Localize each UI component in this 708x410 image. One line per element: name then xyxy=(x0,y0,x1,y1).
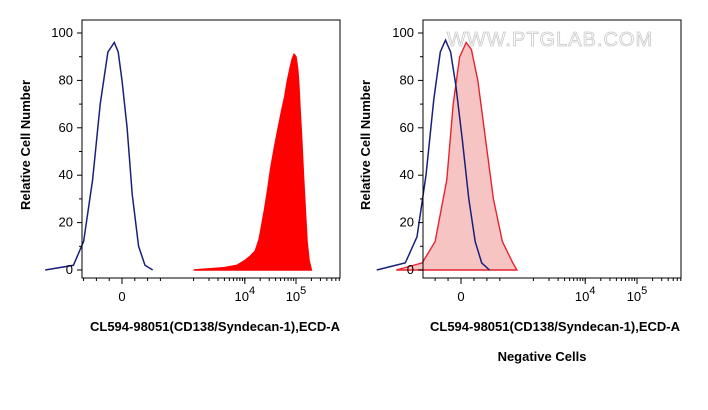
y-tick-label: 60 xyxy=(59,120,73,135)
histogram-series-0 xyxy=(45,40,154,271)
histogram-series-0 xyxy=(396,41,519,271)
watermark: WWW.PTGLAB.COM xyxy=(447,29,653,51)
plot-frame xyxy=(81,19,341,279)
y-tick-label: 80 xyxy=(400,72,414,87)
x-tick-label: 104 xyxy=(234,285,255,304)
chart-title: Negative Cells xyxy=(498,349,587,364)
y-axis-label: Relative Cell Number xyxy=(18,80,33,210)
y-tick-label: 100 xyxy=(392,25,414,40)
chart-panel-negative: 0 20 40 60 80 100 0 104 105 WWW.PTGLAB.COM Relativ… xyxy=(358,19,682,364)
histogram-series-1 xyxy=(193,52,313,271)
y-tick-label: 20 xyxy=(400,215,414,230)
y-tick-label: 80 xyxy=(59,72,73,87)
y-tick-label: 60 xyxy=(400,120,414,135)
y-tick-label: 0 xyxy=(407,262,414,277)
x-tick-label: 105 xyxy=(627,285,648,304)
y-axis-label: Relative Cell Number xyxy=(358,80,373,210)
x-axis-label: CL594-98051(CD138/Syndecan-1),ECD-A xyxy=(430,319,681,334)
y-tick-label: 40 xyxy=(59,167,73,182)
x-axis-label: CL594-98051(CD138/Syndecan-1),ECD-A xyxy=(90,319,341,334)
x-tick-label: 0 xyxy=(118,289,125,304)
y-tick-label: 40 xyxy=(400,167,414,182)
y-tick-label: 100 xyxy=(51,25,73,40)
x-tick-label: 0 xyxy=(457,289,464,304)
histogram-series-1 xyxy=(376,38,491,271)
chart-panel-stained: 0 20 40 60 80 100 0 104 105 Relative Cell Number C… xyxy=(18,19,341,334)
y-tick-label: 0 xyxy=(66,262,73,277)
y-tick-label: 20 xyxy=(59,215,73,230)
x-tick-label: 105 xyxy=(286,285,307,304)
plot-frame xyxy=(422,19,682,279)
x-tick-label: 104 xyxy=(575,285,596,304)
